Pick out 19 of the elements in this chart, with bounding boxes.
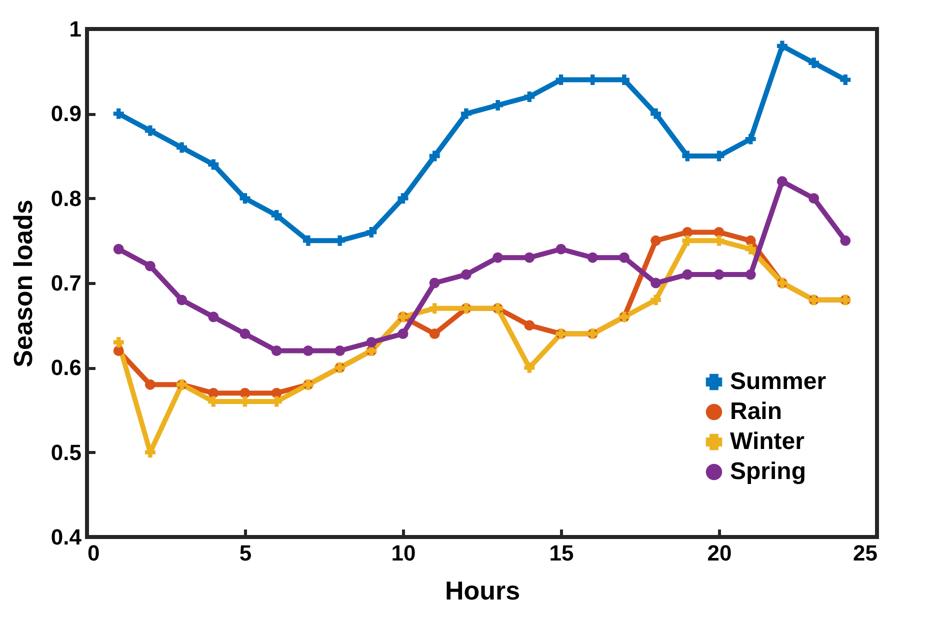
x-tick-label: 20 bbox=[707, 540, 732, 566]
legend-label: Summer bbox=[730, 368, 826, 395]
y-axis-title: Season loads bbox=[8, 200, 38, 368]
x-tick-label: 0 bbox=[88, 540, 100, 566]
y-tick-label: 1 bbox=[69, 16, 82, 42]
x-tick-label: 15 bbox=[549, 540, 574, 566]
y-tick-label: 0.8 bbox=[50, 186, 82, 211]
x-tick-label: 25 bbox=[853, 540, 878, 566]
y-tick-label: 0.5 bbox=[50, 440, 82, 465]
legend-label: Rain bbox=[730, 398, 782, 425]
y-tick-label: 0.4 bbox=[50, 524, 82, 550]
legend-label: Spring bbox=[730, 458, 806, 485]
legend-label: Winter bbox=[730, 428, 804, 455]
y-tick-label: 0.6 bbox=[50, 355, 82, 380]
x-tick-label: 10 bbox=[391, 540, 416, 566]
x-tick-label: 5 bbox=[239, 540, 252, 566]
y-tick-label: 0.7 bbox=[50, 270, 82, 296]
y-tick-label: 0.9 bbox=[50, 101, 82, 126]
x-axis-title: Hours bbox=[444, 576, 520, 606]
